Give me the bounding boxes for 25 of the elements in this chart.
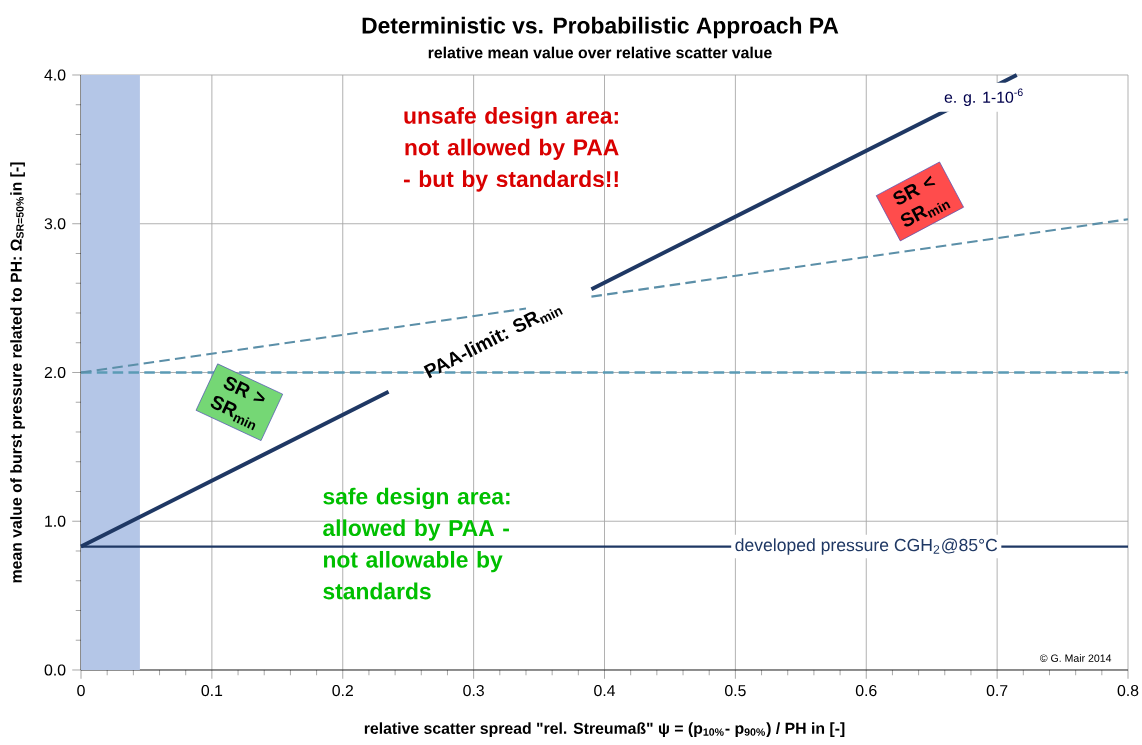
annotation: SR < SR$_{min}$ <box>893 175 951 227</box>
annotation: © G. Mair 2014 <box>1040 654 1112 662</box>
y-tick-label: 4.0 <box>44 69 66 81</box>
x-tick-label: 0.7 <box>986 684 1008 697</box>
annotation: unsafe design area: not allowed by PAA - but by standards!! <box>403 107 619 192</box>
chart-subtitle: relative mean value over relative scatter value <box>428 46 772 59</box>
chart-title: Deterministic vs. Probabilistic Approach PA <box>362 16 839 39</box>
y-tick-label: 3.0 <box>44 218 66 230</box>
x-tick-label: 0.6 <box>855 684 877 697</box>
x-tick-label: 0.3 <box>463 684 484 697</box>
x-axis-title: relative scatter spread "rel. Streumaß" ψ = (p$_{10%}$- p$_{90%}$) / PH in [-] <box>364 722 845 738</box>
y-axis-title: mean value of burst pressure related to PH: Ω$_{SR=50%}$in [-] <box>10 162 25 583</box>
y-tick-label: 0.0 <box>44 664 66 676</box>
x-tick-label: 0.5 <box>725 684 746 697</box>
ref-line-label: developed pressure CGH$_{2}$@85°C <box>735 538 998 555</box>
annotation: SR > SR$_{min}$ <box>210 376 265 431</box>
y-tick-label: 2.0 <box>44 366 66 379</box>
x-tick-label: 0.1 <box>201 684 223 697</box>
x-tick-label: 0 <box>77 684 85 697</box>
x-tick-label: 0.8 <box>1117 684 1139 697</box>
x-tick-label: 0.4 <box>594 684 616 697</box>
x-tick-label: 0.2 <box>332 684 353 697</box>
annotation: safe design area: allowed by PAA - not allowable by standards <box>323 487 510 600</box>
y-tick-label: 1.0 <box>45 515 66 527</box>
annotation: e. g. 1-10$^{-6}$ <box>944 88 1023 106</box>
